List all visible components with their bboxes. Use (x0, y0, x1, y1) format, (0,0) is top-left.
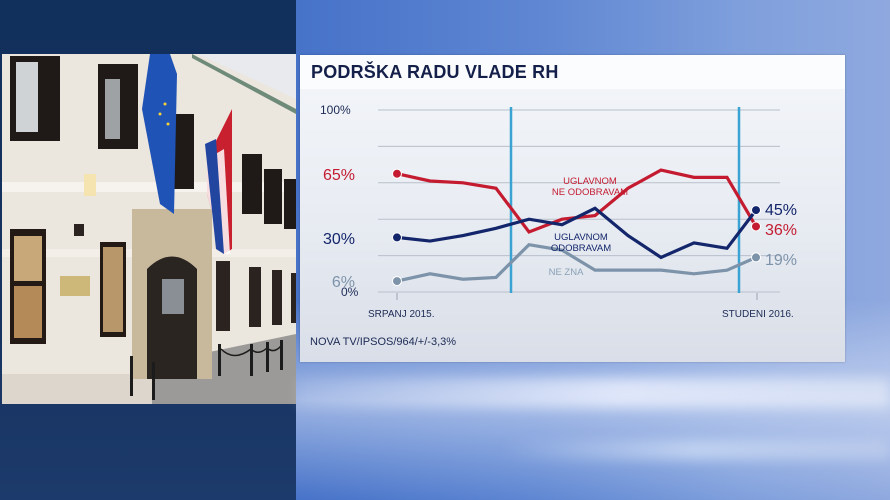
navy-end-label: 45% (765, 202, 797, 219)
navy-series-annotation-line2: ODOBRAVAM (551, 243, 611, 254)
y-tick-100: 100% (320, 103, 351, 117)
gray-end-label: 19% (765, 252, 797, 269)
red-series-annotation-line1: UGLAVNOM (563, 176, 617, 187)
building-photo-illustration (2, 54, 296, 404)
title-bar: PODRŠKA RADU VLADE RH (300, 55, 845, 89)
chart-labels: 100% 0% SRPANJ 2015. STUDENI 2016. 65% 3… (320, 103, 797, 320)
data-point-marker (392, 168, 402, 179)
data-point-marker (751, 221, 761, 232)
gray-series-annotation: NE ZNA (549, 267, 585, 278)
x-label-end: STUDENI 2016. (722, 309, 794, 320)
data-point-marker (392, 232, 402, 243)
chart-title: PODRŠKA RADU VLADE RH (311, 62, 559, 82)
data-point-marker (751, 205, 761, 216)
navy-start-label: 30% (323, 231, 355, 248)
data-point-marker (392, 276, 402, 287)
series-lines (392, 168, 761, 287)
red-end-label: 36% (765, 222, 797, 239)
source-note: NOVA TV/IPSOS/964/+/-3,3% (310, 336, 457, 348)
navy-series-annotation-line1: UGLAVNOM (554, 232, 608, 243)
background-light-streak (296, 378, 890, 408)
government-building-photo (2, 54, 296, 404)
red-start-label: 65% (323, 167, 355, 184)
red-series-annotation-line2: NE ODOBRAVAM (552, 187, 628, 198)
line-chart: 100% 0% SRPANJ 2015. STUDENI 2016. 65% 3… (320, 103, 797, 320)
x-label-start: SRPANJ 2015. (368, 309, 435, 320)
vertical-markers (509, 107, 741, 293)
chart-panel: PODRŠKA RADU VLADE RH 100% 0% SRPANJ 201… (300, 55, 845, 362)
y-tick-0: 0% (341, 285, 359, 299)
data-point-marker (751, 252, 761, 263)
background-light-streak (500, 440, 890, 460)
gray-start-label: 6% (332, 274, 355, 291)
series-line-ne-zna (396, 242, 757, 283)
left-column (0, 0, 296, 500)
series-line-uglavnom-odobravam (396, 206, 758, 260)
